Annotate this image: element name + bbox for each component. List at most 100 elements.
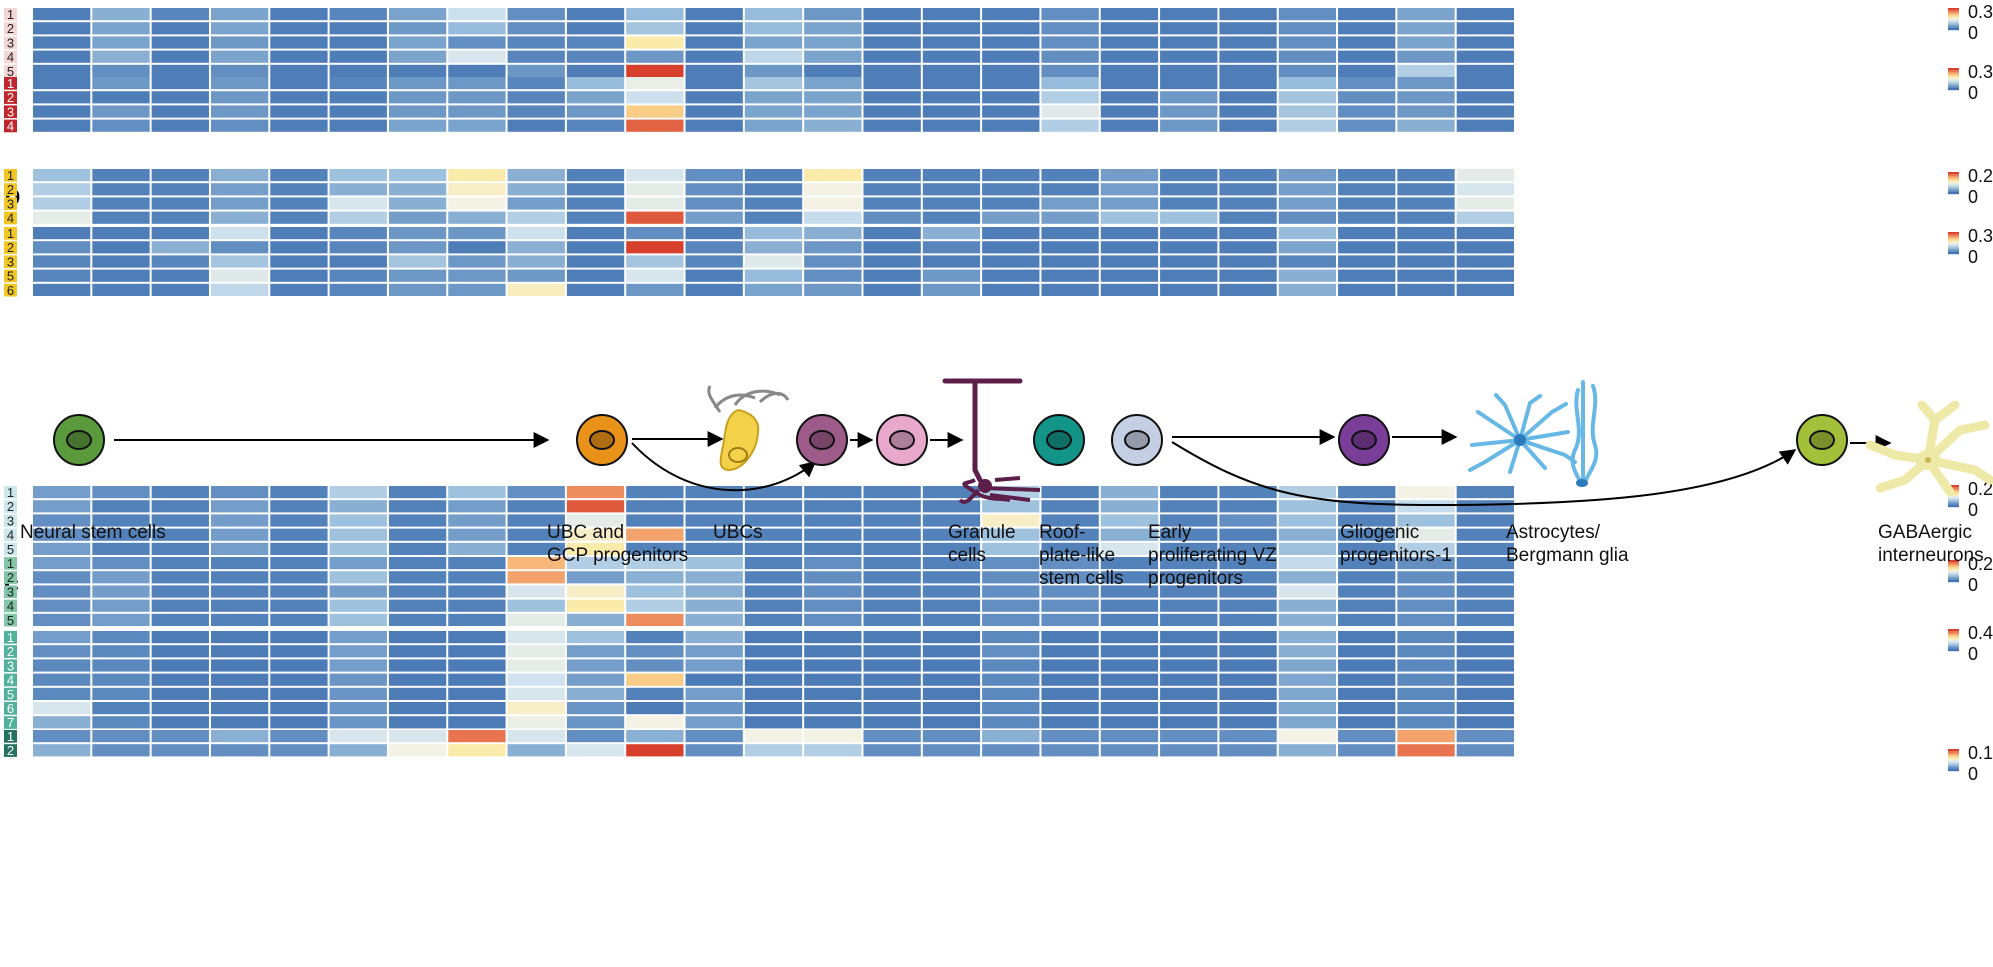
heatmap-cell <box>626 22 684 35</box>
heatmap-cell <box>744 197 803 210</box>
heatmap-cell <box>982 557 1040 570</box>
heatmap-cell <box>744 730 803 743</box>
row-label: 1 <box>7 556 14 571</box>
heatmap-cell <box>863 585 921 598</box>
heatmap-cell <box>1338 631 1396 644</box>
heatmap-cell <box>507 169 565 182</box>
heatmap-cell <box>507 744 565 757</box>
heatmap-cell <box>626 528 684 541</box>
heatmap-cell <box>566 50 625 63</box>
heatmap-cell <box>566 211 625 224</box>
heatmap-cell <box>1397 645 1455 658</box>
heatmap-cell <box>388 183 447 196</box>
heatmap-cell <box>507 571 565 584</box>
heatmap-cell <box>329 659 387 672</box>
heatmap-cell <box>329 500 387 513</box>
heatmap-cell <box>1397 730 1455 743</box>
heatmap-cell <box>151 744 209 757</box>
heatmap-cell <box>1397 702 1455 715</box>
cell-type-label-line: progenitors <box>1148 568 1243 589</box>
heatmap-cell <box>863 744 921 757</box>
heatmap-cell <box>388 227 447 240</box>
legend-gradient-step <box>1948 629 1959 632</box>
legend-gradient-step <box>1948 16 1959 20</box>
heatmap-cell <box>388 8 447 21</box>
heatmap-cell <box>804 8 862 21</box>
heatmap-cell <box>270 91 328 104</box>
heatmap-cell <box>1100 585 1159 598</box>
heatmap-cell <box>982 730 1040 743</box>
heatmap-cell <box>33 514 91 527</box>
heatmap-cell <box>566 227 625 240</box>
heatmap-cell <box>1278 659 1337 672</box>
heatmap-cell <box>744 91 803 104</box>
heatmap-cell <box>744 119 803 132</box>
heatmap-cell <box>685 283 743 296</box>
heatmap-cell <box>1041 22 1099 35</box>
heatmap-cell <box>1397 542 1455 555</box>
heatmap-cell <box>329 36 387 49</box>
heatmap-cell <box>1397 673 1455 686</box>
heatmap-cell <box>507 542 565 555</box>
heatmap-cell <box>744 105 803 118</box>
heatmap-cell <box>1456 716 1514 729</box>
legend-max-label: 0.3 <box>1968 62 1993 82</box>
legend-gradient-step <box>1948 646 1959 649</box>
row-label-badge <box>4 557 17 570</box>
heatmap-cell <box>566 255 625 268</box>
legend-gradient-step <box>1948 83 1959 86</box>
heatmap-cell <box>1100 631 1159 644</box>
heatmap-cell <box>151 50 209 63</box>
heatmap-cell <box>388 255 447 268</box>
heatmap-cell <box>33 500 91 513</box>
heatmap-cell <box>982 36 1040 49</box>
heatmap-cell <box>1397 585 1455 598</box>
heatmap-cell <box>685 514 743 527</box>
heatmap-cell <box>507 631 565 644</box>
heatmap-cell <box>1041 702 1099 715</box>
heatmap-cell <box>1456 22 1514 35</box>
row-label: 1 <box>7 630 14 645</box>
heatmap-cell <box>388 613 447 626</box>
heatmap-cell <box>507 269 565 282</box>
legend-min-label: 0 <box>1968 575 1978 595</box>
heatmap-cell <box>1041 613 1099 626</box>
heatmap-cell <box>1456 557 1514 570</box>
heatmap-cell <box>1041 255 1099 268</box>
heatmap-cell <box>922 197 981 210</box>
heatmap-cell <box>210 730 269 743</box>
heatmap-cell <box>863 716 921 729</box>
heatmap-cell <box>1041 599 1099 612</box>
heatmap-cell <box>329 571 387 584</box>
heatmap-cell <box>1041 528 1099 541</box>
row-label-badge <box>4 673 17 687</box>
row-label-badge <box>4 514 17 528</box>
heatmap-cell <box>1397 50 1455 63</box>
heatmap-cell <box>1278 585 1337 598</box>
heatmap-cell <box>1160 486 1218 499</box>
heatmap-cell <box>1100 673 1159 686</box>
heatmap-cell <box>1219 183 1277 196</box>
heatmap-cell <box>804 571 862 584</box>
heatmap-cell <box>388 91 447 104</box>
heatmap-cell <box>270 631 328 644</box>
heatmap-cell <box>210 77 269 90</box>
heatmap-cell <box>329 542 387 555</box>
legend-gradient-step <box>1948 21 1959 24</box>
heatmap-cell <box>626 687 684 700</box>
heatmap-cell <box>210 8 269 21</box>
heatmap-cell <box>1397 744 1455 757</box>
heatmap-cell <box>1397 500 1455 513</box>
heatmap-cell <box>1041 673 1099 686</box>
heatmap-cell <box>1397 269 1455 282</box>
heatmap-cell <box>507 599 565 612</box>
legend-gradient-step <box>1948 187 1959 190</box>
heatmap-cell <box>33 659 91 672</box>
heatmap-cell <box>744 585 803 598</box>
heatmap-cell <box>448 631 506 644</box>
heatmap-cell <box>1100 571 1159 584</box>
legend-gradient-step <box>1948 19 1959 22</box>
cell-type-label: Neural stem cells <box>20 522 166 543</box>
